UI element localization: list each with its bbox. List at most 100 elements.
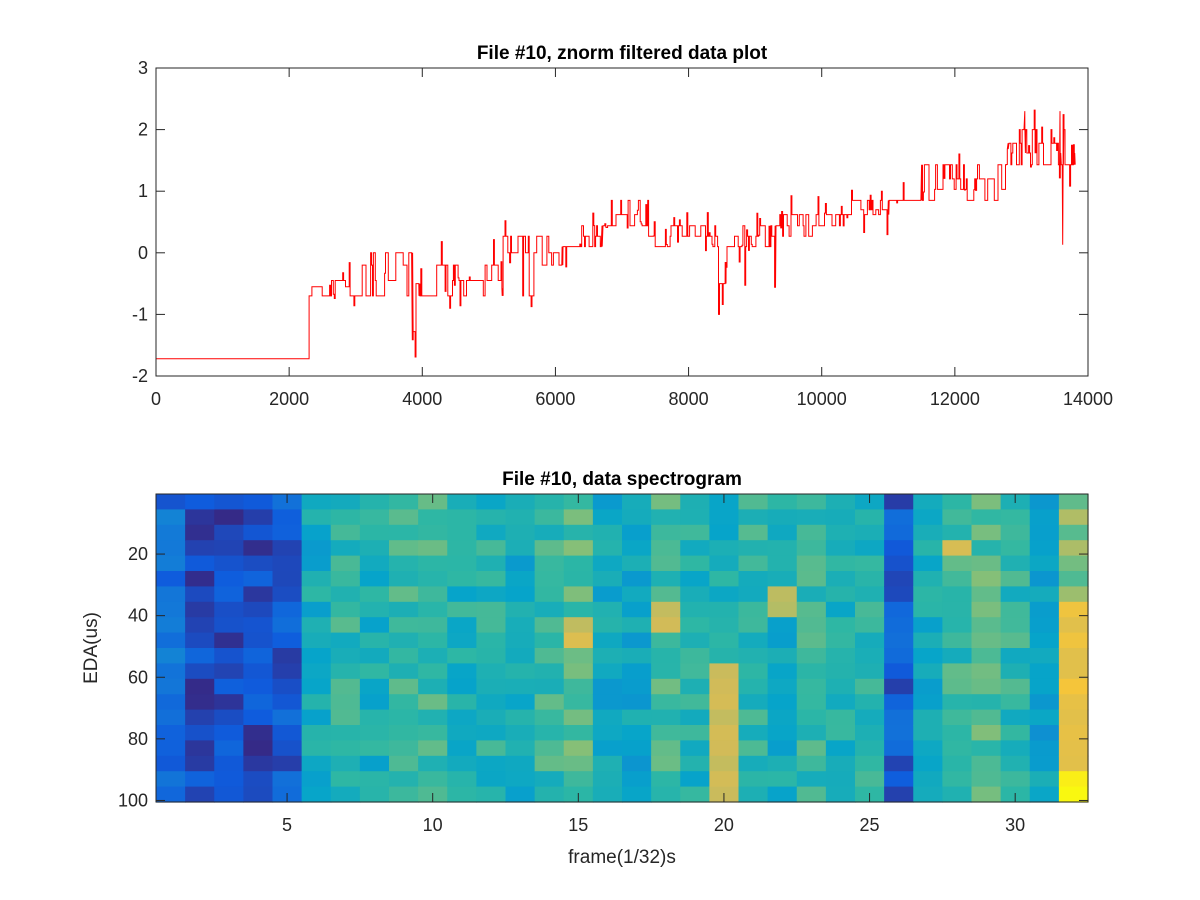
spectrogram-cell (447, 524, 477, 541)
spectrogram-cell (418, 509, 448, 526)
spectrogram-cell (825, 555, 856, 572)
spectrogram-cell (534, 617, 565, 634)
spectrogram-cell (330, 663, 361, 680)
y-tick-label: 60 (128, 667, 148, 687)
spectrogram-cell (272, 524, 303, 541)
spectrogram-cell (185, 494, 215, 510)
spectrogram-cell (1000, 601, 1031, 618)
spectrogram-cell (389, 617, 419, 634)
spectrogram-cell (418, 648, 448, 664)
spectrogram-cell (330, 786, 361, 803)
spectrogram-cell (447, 494, 477, 510)
spectrogram-cell (272, 725, 303, 741)
spectrogram-cell (884, 524, 914, 541)
spectrogram-cell (505, 524, 536, 541)
spectrogram-cell (418, 524, 448, 541)
spectrogram-cell (680, 786, 710, 803)
spectrogram-cell (971, 494, 1002, 510)
spectrogram-cell (156, 494, 186, 510)
spectrogram-cell (156, 509, 186, 526)
spectrogram-cell (156, 601, 186, 618)
spectrogram-cell (447, 678, 477, 695)
spectrogram-cell (680, 617, 710, 634)
spectrogram-cell (330, 524, 361, 541)
spectrogram-cell (738, 494, 769, 510)
spectrogram-cell (1058, 648, 1089, 664)
spectrogram-cell (505, 725, 536, 741)
spectrogram-cell (563, 740, 594, 757)
spectrogram-cell (476, 524, 507, 541)
spectrogram-cell (592, 632, 623, 649)
spectrogram-cell (709, 509, 740, 526)
spectrogram-cell (709, 540, 740, 557)
spectrogram-cell (301, 509, 332, 526)
spectrogram-cell (855, 725, 885, 741)
spectrogram-cell (534, 755, 565, 772)
spectrogram-cell (767, 494, 798, 510)
line-plot-tick-labels: 0 2000 4000 6000 8000 10000 12000 14000 -2 -1 0 1 2 3 (132, 58, 1113, 409)
spectrogram-cell (156, 617, 186, 634)
spectrogram-cell (301, 786, 332, 803)
spectrogram-cell (272, 740, 303, 757)
spectrogram-cell (476, 571, 507, 587)
spectrogram-cell (185, 586, 215, 603)
spectrogram-cell (622, 755, 652, 772)
spectrogram-cell (709, 771, 740, 788)
spectrogram-cell (971, 678, 1002, 695)
spectrogram-cell (767, 725, 798, 741)
spectrogram-cell (185, 648, 215, 664)
spectrogram-cell (825, 755, 856, 772)
spectrogram-cell (825, 694, 856, 711)
spectrogram-cell (330, 740, 361, 757)
line-plot-area (156, 68, 1088, 376)
spectrogram-cell (1000, 648, 1031, 664)
spectrogram-cell (680, 678, 710, 695)
spectrogram-cell (622, 586, 652, 603)
spectrogram-cell (359, 524, 390, 541)
spectrogram-cell (767, 694, 798, 711)
spectrogram-cell (389, 586, 419, 603)
spectrogram-cell (913, 555, 943, 572)
spectrogram-cell (884, 494, 914, 510)
spectrogram-cell (563, 555, 594, 572)
spectrogram-cell (825, 740, 856, 757)
spectrogram-cell (592, 555, 623, 572)
spectrogram-cell (767, 678, 798, 695)
spectrogram-cell (1000, 709, 1031, 726)
y-tick-label: 2 (138, 120, 148, 140)
spectrogram-cell (942, 571, 973, 587)
spectrogram-cell (1000, 725, 1031, 741)
spectrogram-cell (1058, 571, 1089, 587)
spectrogram-cell (913, 632, 943, 649)
spectrogram-cell (622, 494, 652, 510)
spectrogram-cell (825, 601, 856, 618)
spectrogram-cell (825, 786, 856, 803)
spectrogram-cell (651, 601, 681, 618)
x-tick-label: 12000 (930, 389, 980, 409)
spectrogram-cell (796, 663, 827, 680)
spectrogram-cell (243, 740, 274, 757)
spectrogram-y-axis-label: EDA(us) (81, 612, 102, 684)
spectrogram-cell (1058, 755, 1089, 772)
spectrogram-cell (476, 648, 507, 664)
x-tick-label: 25 (860, 815, 880, 835)
spectrogram-cell (942, 648, 973, 664)
spectrogram-cell (651, 509, 681, 526)
spectrogram-cell (534, 586, 565, 603)
spectrogram-cell (913, 601, 943, 618)
spectrogram-cell (214, 586, 244, 603)
spectrogram-cell (243, 494, 274, 510)
spectrogram-cell (330, 555, 361, 572)
spectrogram-cell (156, 555, 186, 572)
spectrogram-cell (1000, 740, 1031, 757)
spectrogram-cell (855, 648, 885, 664)
spectrogram-cell (301, 740, 332, 757)
spectrogram-cell (185, 555, 215, 572)
spectrogram-cell (796, 755, 827, 772)
spectrogram-cell (534, 540, 565, 557)
spectrogram-cell (825, 678, 856, 695)
spectrogram-cell (505, 601, 536, 618)
spectrogram-cell (680, 694, 710, 711)
spectrogram-cell (214, 571, 244, 587)
